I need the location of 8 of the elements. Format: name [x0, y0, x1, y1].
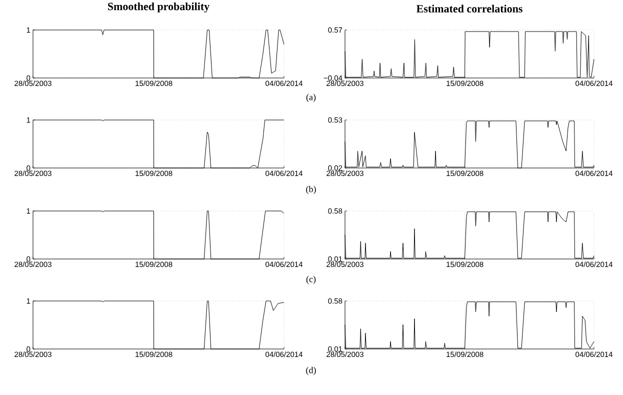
line-series — [344, 302, 594, 348]
chart-title: Estimated correlations — [416, 4, 522, 12]
text: (d) — [306, 366, 316, 376]
line-series — [344, 31, 594, 78]
text: (a) — [306, 94, 316, 102]
chart-title: Smoothed probability — [108, 2, 210, 12]
text: (c) — [306, 276, 316, 284]
text: (b) — [306, 186, 316, 194]
